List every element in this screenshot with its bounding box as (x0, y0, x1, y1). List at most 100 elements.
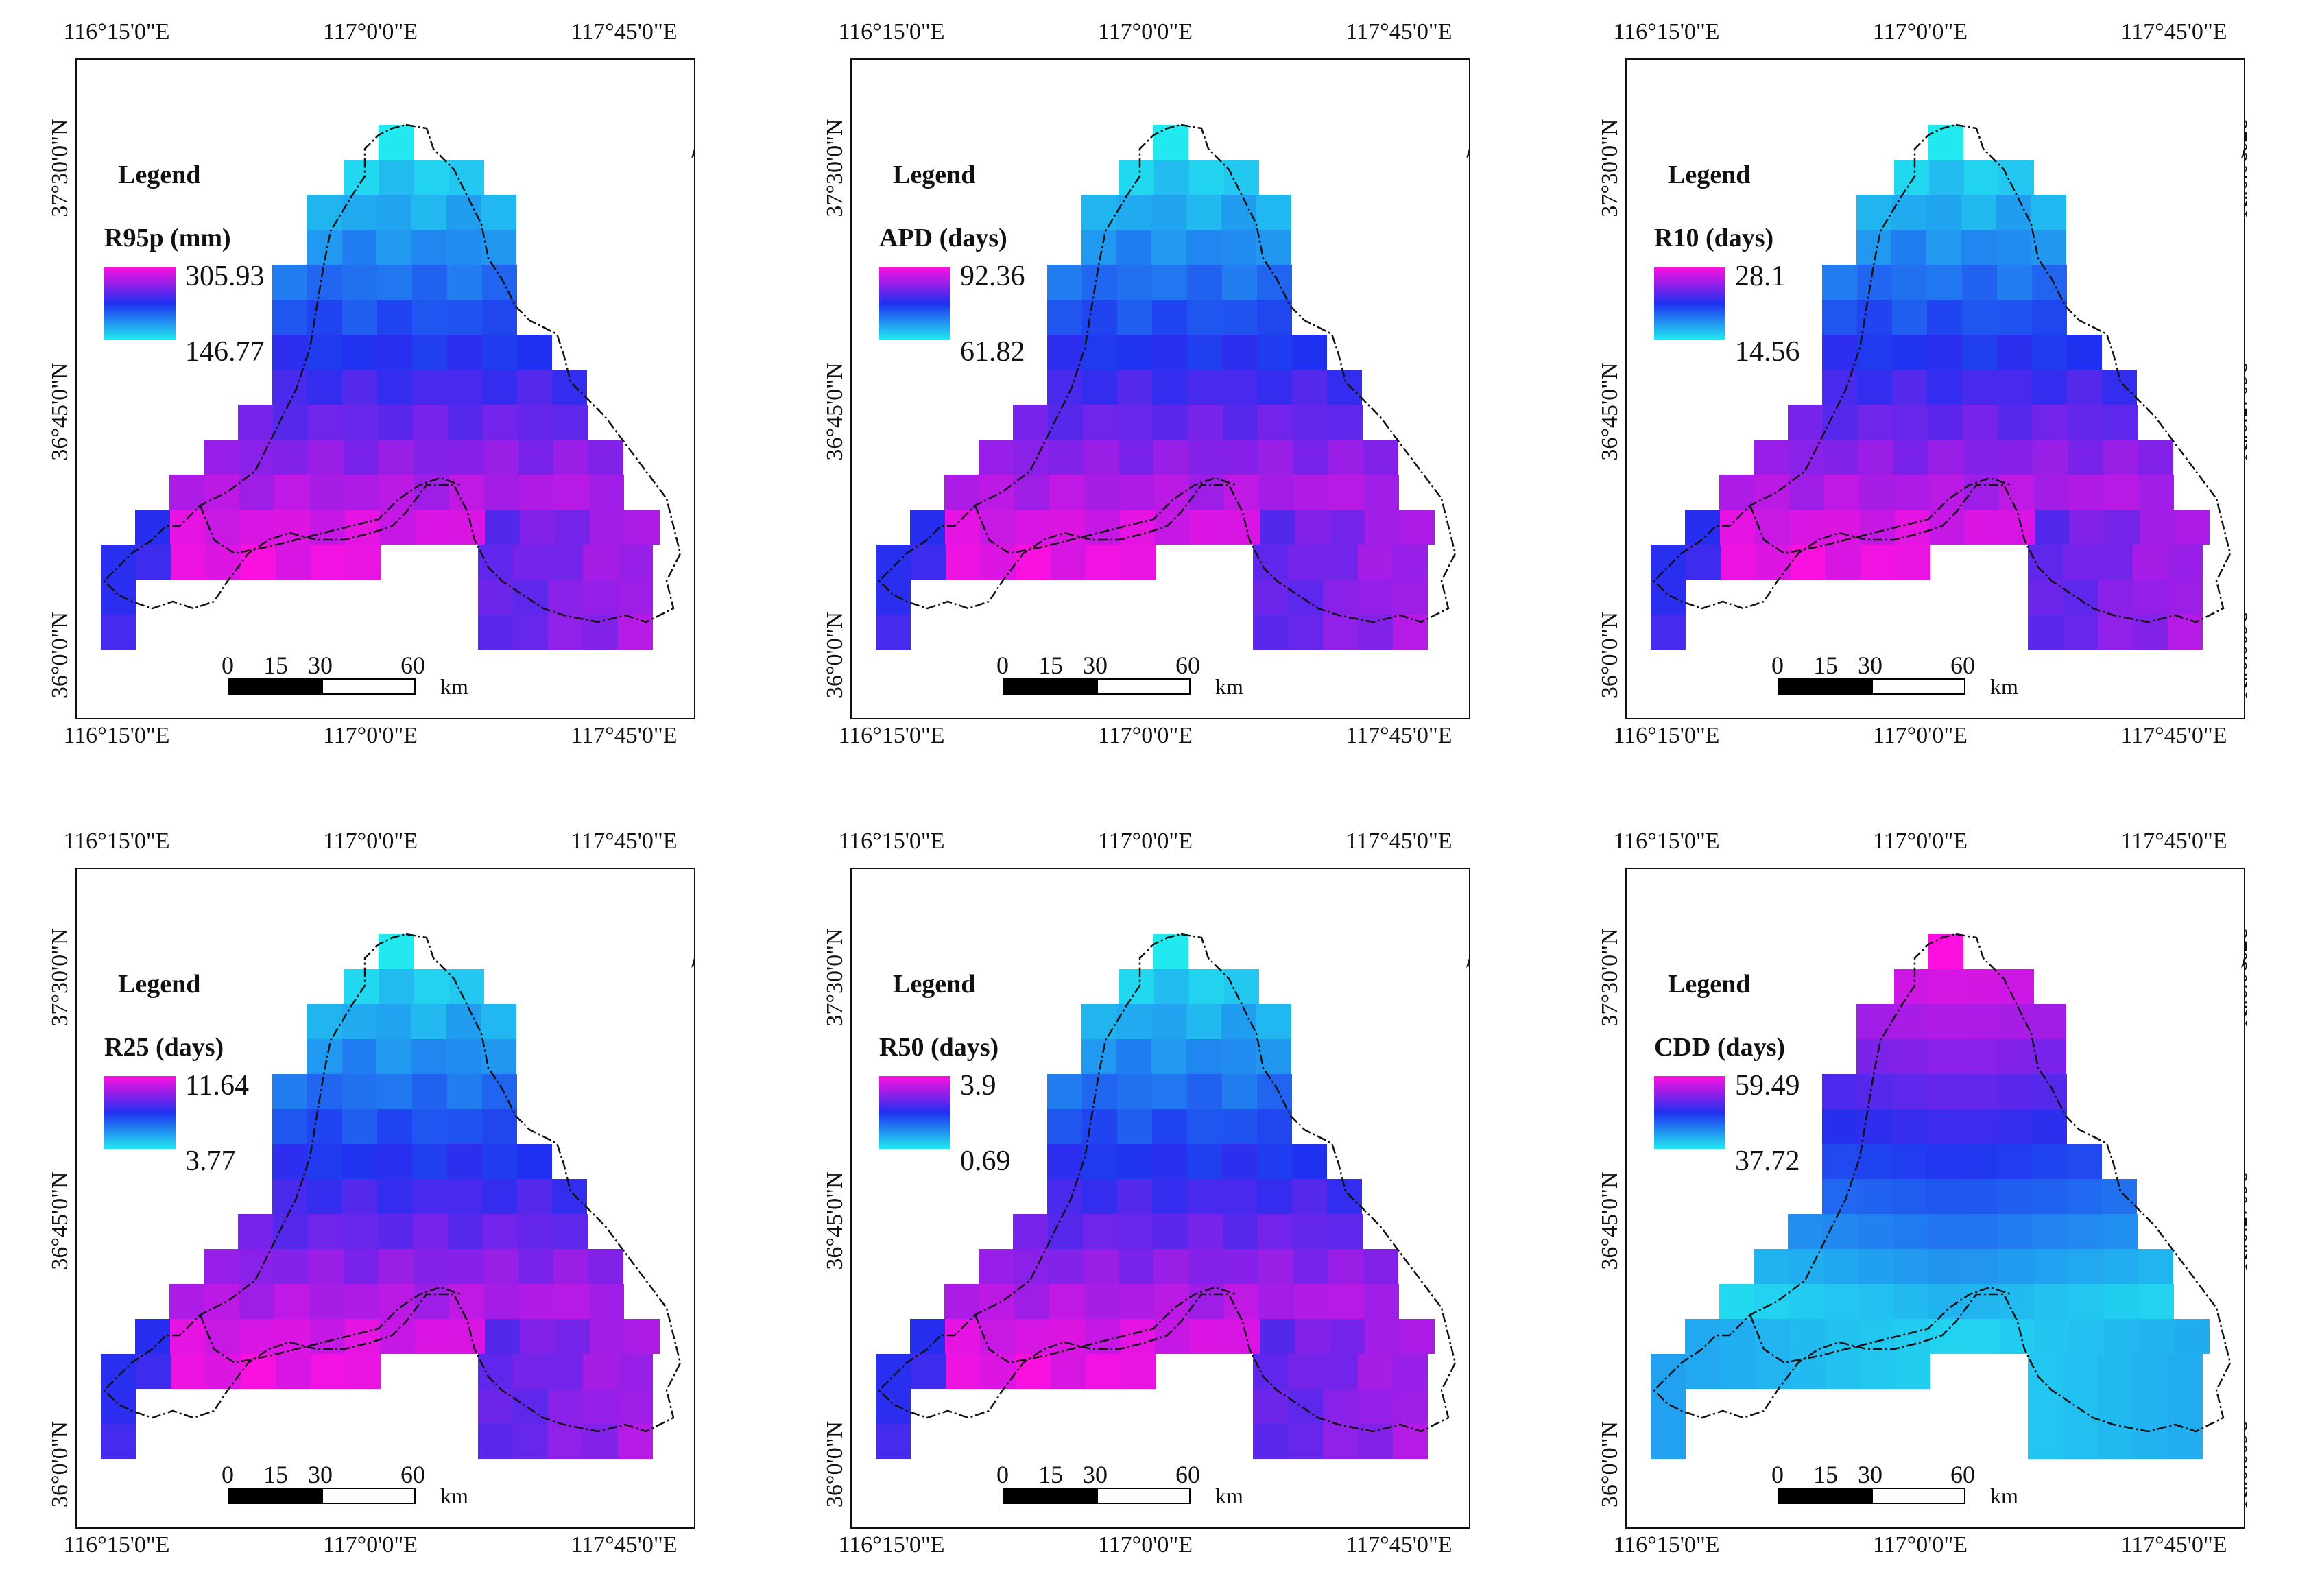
raster-cell (979, 1249, 1014, 1284)
raster-cell (1151, 195, 1186, 230)
raster-cell (1891, 1004, 1926, 1039)
raster-cell (1086, 1354, 1121, 1389)
scale-label-15: 15 (263, 652, 288, 679)
raster-cell (307, 1039, 342, 1074)
raster-cell (135, 1319, 170, 1354)
raster-cell (1891, 230, 1926, 265)
raster-cell (1224, 160, 1259, 195)
raster-cell (1365, 510, 1400, 545)
raster-cell (513, 1354, 548, 1389)
raster-cell (2033, 1214, 2068, 1249)
raster-cell (1117, 1179, 1152, 1214)
scale-label-30: 30 (1858, 652, 1882, 679)
raster-cell (1822, 370, 1857, 405)
raster-cell (1926, 230, 1961, 265)
raster-cell (1720, 510, 1755, 545)
raster-cell (2031, 1004, 2066, 1039)
scale-bar-black (1778, 678, 1873, 695)
raster-cell (1119, 475, 1154, 510)
raster-cell (1651, 580, 1686, 615)
raster-cell (1651, 1389, 1686, 1424)
raster-grid (1627, 869, 2244, 1527)
raster-grid (77, 60, 694, 718)
longitude-label-bottom: 117°0'0"E (1097, 723, 1193, 748)
raster-cell (1050, 1319, 1085, 1354)
raster-cell (1225, 1319, 1260, 1354)
legend-max-value: 3.9 (960, 1070, 996, 1101)
raster-cell (981, 1354, 1016, 1389)
raster-cell (1860, 1319, 1895, 1354)
map-panel-r25: 116°15'0"E 117°0'0"E 117°45'0"E 116°15'0… (0, 809, 699, 1557)
raster-cell (1047, 300, 1082, 335)
raster-cell (344, 160, 379, 195)
raster-cell (1393, 545, 1428, 580)
scale-label-0: 0 (996, 652, 1009, 679)
raster-cell (448, 405, 483, 440)
latitude-label-left: 36°45'0"N (822, 1171, 848, 1270)
raster-cell (1822, 335, 1857, 370)
raster-cell (308, 405, 343, 440)
scale-bar-white (1871, 1488, 1965, 1504)
raster-cell (1153, 934, 1188, 969)
scale-bar: 0 15 30 60 km (996, 1460, 1249, 1508)
raster-cell (1119, 440, 1153, 475)
raster-cell (413, 405, 448, 440)
raster-cell (1253, 580, 1288, 615)
raster-cell (101, 1389, 136, 1424)
longitude-label-bottom: 117°0'0"E (322, 1532, 418, 1558)
raster-cell (447, 1109, 482, 1144)
raster-cell (1963, 440, 1998, 475)
raster-cell (310, 1319, 345, 1354)
raster-cell (1997, 1074, 2032, 1109)
raster-cell (1997, 1144, 2032, 1179)
raster-cell (2028, 1354, 2063, 1389)
raster-cell (309, 440, 344, 475)
raster-cell (1365, 1319, 1400, 1354)
raster-cell (376, 230, 411, 265)
raster-cell (590, 1319, 625, 1354)
scale-unit: km (1215, 1484, 1243, 1508)
raster-cell (555, 510, 590, 545)
raster-cell (478, 1424, 513, 1459)
longitude-label-top: 116°15'0"E (1613, 829, 1720, 854)
raster-cell (876, 545, 911, 580)
raster-cell (2104, 1284, 2139, 1319)
raster-cell (240, 510, 275, 545)
scale-bar-white (1097, 1488, 1191, 1504)
raster-cell (343, 405, 378, 440)
raster-cell (1928, 440, 1963, 475)
raster-cell (2069, 475, 2104, 510)
raster-cell (272, 265, 307, 300)
raster-cell (1719, 475, 1754, 510)
raster-cell (517, 1144, 552, 1179)
raster-cell (583, 1424, 618, 1459)
longitude-label-top: 117°45'0"E (571, 19, 678, 45)
raster-cell (1754, 1284, 1789, 1319)
raster-cell (1895, 1319, 1930, 1354)
raster-cell (1117, 335, 1152, 370)
raster-cell (1961, 1004, 1996, 1039)
raster-cell (1153, 1249, 1188, 1284)
raster-cell (485, 1319, 520, 1354)
raster-cell (618, 1389, 653, 1424)
legend-title: Legend (893, 970, 976, 999)
scale-unit: km (1990, 1484, 2018, 1508)
longitude-label-top: 117°45'0"E (2120, 829, 2227, 854)
raster-cell (2063, 580, 2098, 615)
raster-cell (2138, 1249, 2173, 1284)
raster-cell (625, 1319, 660, 1354)
longitude-label-bottom: 116°15'0"E (838, 723, 945, 748)
raster-cell (239, 1284, 274, 1319)
raster-cell (2068, 440, 2103, 475)
raster-cell (911, 545, 946, 580)
raster-cell (1393, 615, 1428, 650)
raster-cell (1856, 195, 1891, 230)
raster-cell (307, 1144, 342, 1179)
raster-cell (414, 475, 449, 510)
raster-cell (307, 1074, 342, 1109)
raster-cell (446, 1004, 481, 1039)
raster-cell (1330, 1319, 1365, 1354)
raster-cell (1997, 370, 2032, 405)
raster-cell (2133, 1424, 2168, 1459)
raster-cell (554, 475, 589, 510)
